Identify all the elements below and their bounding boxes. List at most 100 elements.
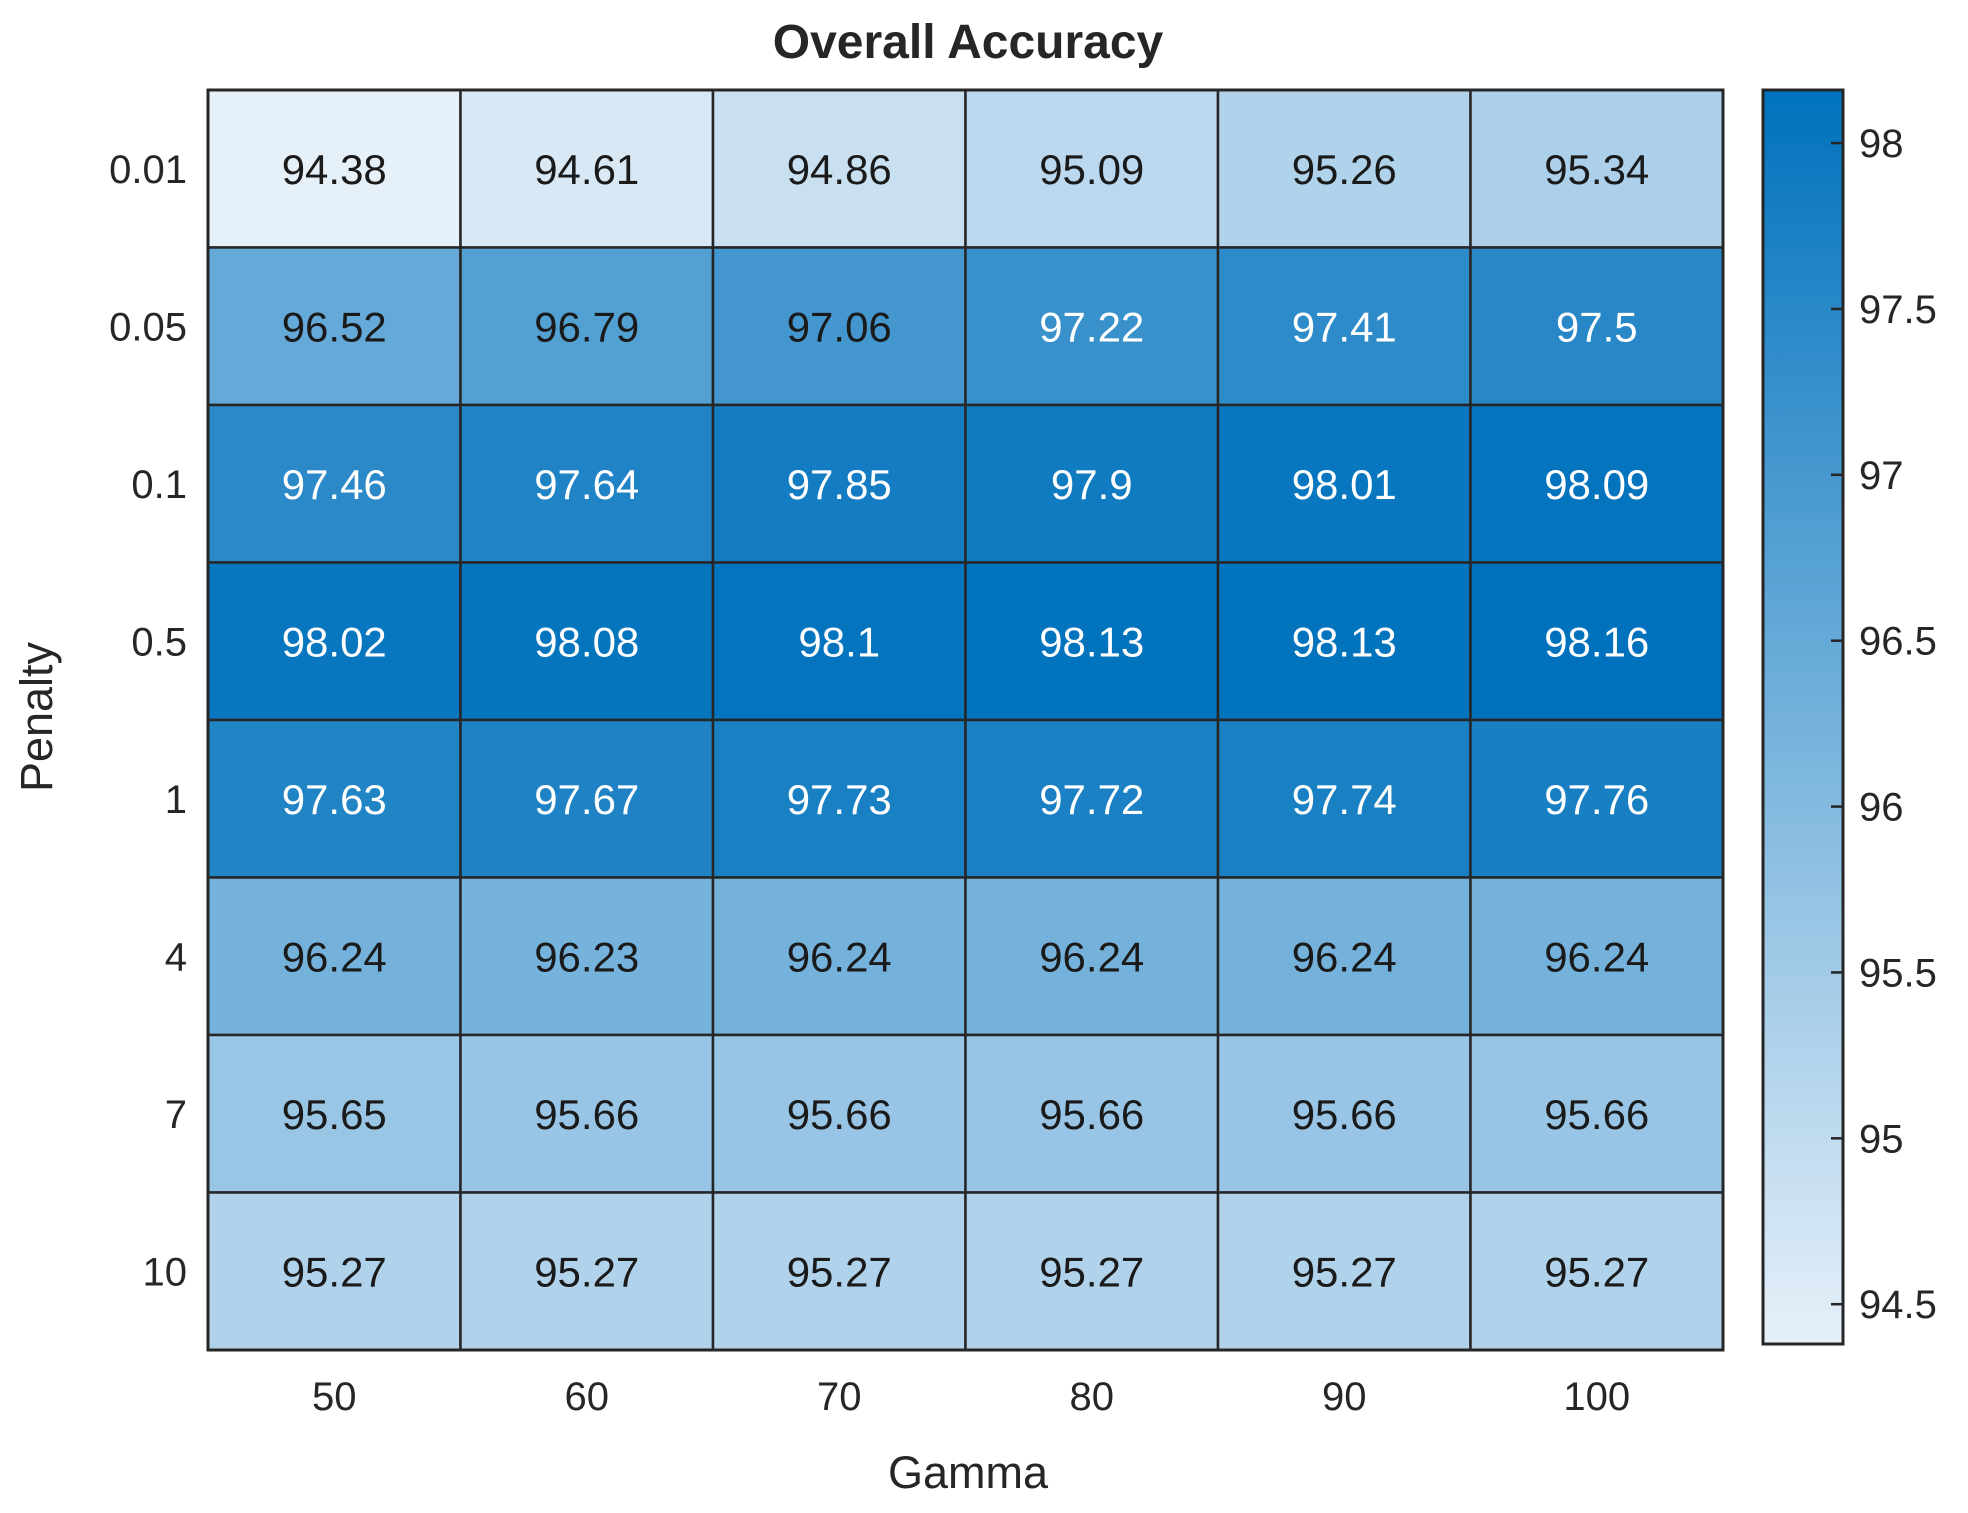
- heatmap-cell: [1216, 876, 1472, 1037]
- cell-value-label: 94.61: [534, 146, 639, 193]
- y-tick-labels: 0.01 0.05 0.1 0.5 1 4 7 10: [109, 148, 187, 1295]
- y-tick-label: 0.05: [109, 305, 187, 349]
- cell-value-label: 95.66: [534, 1091, 639, 1138]
- y-tick-label: 10: [143, 1250, 188, 1294]
- cell-value-label: 96.24: [787, 933, 892, 980]
- heatmap-cell: [459, 88, 715, 249]
- x-tick-label: 70: [817, 1375, 862, 1419]
- cell-value-label: 95.66: [787, 1091, 892, 1138]
- cell-value-label: 97.67: [534, 776, 639, 823]
- cell-value-label: 96.52: [282, 303, 387, 350]
- heatmap-cell: [964, 88, 1220, 249]
- heatmap-cell: [1216, 88, 1472, 249]
- heatmap-cell: [1216, 1191, 1472, 1352]
- cell-value-label: 96.24: [1039, 933, 1144, 980]
- cell-value-label: 98.13: [1039, 618, 1144, 665]
- heatmap-cell: [206, 1191, 462, 1352]
- y-axis-label: Penalty: [11, 641, 62, 792]
- heatmap-cell: [1216, 403, 1472, 564]
- cell-value-label: 95.27: [534, 1248, 639, 1295]
- heatmap-cell: [711, 718, 967, 879]
- colorbar-tick-label: 95.5: [1859, 951, 1937, 995]
- cell-value-label: 96.24: [282, 933, 387, 980]
- cell-value-label: 98.1: [798, 618, 880, 665]
- cell-value-label: 97.06: [787, 303, 892, 350]
- heatmap-cell: [964, 246, 1220, 407]
- cell-value-label: 95.27: [1544, 1248, 1649, 1295]
- cell-value-label: 95.34: [1544, 146, 1649, 193]
- cell-value-label: 98.13: [1292, 618, 1397, 665]
- heatmap-cell: [1469, 876, 1725, 1037]
- y-tick-label: 7: [165, 1093, 187, 1137]
- heatmap-cell: [459, 1033, 715, 1194]
- cell-value-label: 96.24: [1544, 933, 1649, 980]
- cell-value-label: 95.27: [282, 1248, 387, 1295]
- cell-value-label: 97.41: [1292, 303, 1397, 350]
- y-tick-label: 0.5: [131, 620, 187, 664]
- cell-value-label: 97.64: [534, 461, 639, 508]
- cell-value-label: 98.16: [1544, 618, 1649, 665]
- heatmap-cell: [206, 718, 462, 879]
- cell-value-label: 96.24: [1292, 933, 1397, 980]
- heatmap-cell: [711, 561, 967, 722]
- heatmap-cell: [459, 561, 715, 722]
- heatmap-cell: [206, 403, 462, 564]
- cell-value-label: 98.09: [1544, 461, 1649, 508]
- cell-value-label: 95.66: [1544, 1091, 1649, 1138]
- colorbar-tick-label: 97.5: [1859, 288, 1937, 332]
- x-tick-label: 100: [1563, 1375, 1630, 1419]
- x-tick-label: 60: [565, 1375, 610, 1419]
- cell-value-label: 95.27: [1039, 1248, 1144, 1295]
- heatmap-cell: [206, 88, 462, 249]
- x-tick-label: 90: [1322, 1375, 1367, 1419]
- cell-value-label: 96.79: [534, 303, 639, 350]
- colorbar-tick-label: 96.5: [1859, 620, 1937, 664]
- heatmap-cell: [459, 246, 715, 407]
- colorbar-tick-label: 95: [1859, 1117, 1904, 1161]
- heatmap-cell: [964, 1191, 1220, 1352]
- cell-value-label: 97.72: [1039, 776, 1144, 823]
- heatmap-cell: [1469, 1033, 1725, 1194]
- y-tick-label: 4: [165, 935, 187, 979]
- heatmap-cell: [206, 876, 462, 1037]
- heatmap-cell: [206, 1033, 462, 1194]
- y-tick-label: 0.01: [109, 148, 187, 192]
- cell-value-label: 98.01: [1292, 461, 1397, 508]
- heatmap-cell: [1469, 88, 1725, 249]
- cell-value-label: 97.74: [1292, 776, 1397, 823]
- cell-value-label: 98.08: [534, 618, 639, 665]
- heatmap-cells: 94.38 94.61 94.86 95.09 95.26 95.34 96.52 96.79…: [206, 88, 1725, 1352]
- heatmap-cell: [964, 561, 1220, 722]
- cell-value-label: 95.65: [282, 1091, 387, 1138]
- cell-value-label: 97.63: [282, 776, 387, 823]
- cell-value-label: 95.27: [1292, 1248, 1397, 1295]
- heatmap-cell: [1216, 561, 1472, 722]
- cell-value-label: 95.09: [1039, 146, 1144, 193]
- heatmap-cell: [459, 403, 715, 564]
- colorbar-tick-label: 94.5: [1859, 1283, 1937, 1327]
- cell-value-label: 95.66: [1039, 1091, 1144, 1138]
- cell-value-label: 97.5: [1556, 303, 1638, 350]
- cell-value-label: 97.22: [1039, 303, 1144, 350]
- colorbar-tick-label: 97: [1859, 454, 1904, 498]
- y-tick-label: 1: [165, 778, 187, 822]
- heatmap-cell: [1469, 403, 1725, 564]
- cell-value-label: 95.26: [1292, 146, 1397, 193]
- heatmap-cell: [711, 1033, 967, 1194]
- heatmap-border: [206, 88, 1725, 1352]
- heatmap-cell: [1469, 246, 1725, 407]
- y-tick-label: 0.1: [131, 463, 187, 507]
- cell-value-label: 94.38: [282, 146, 387, 193]
- heatmap-cell: [206, 561, 462, 722]
- colorbar-tick-label: 98: [1859, 122, 1904, 166]
- colorbar: 94.5 95 95.5 96 96.5 97 97.5 98: [1761, 88, 1937, 1346]
- colorbar-tick-label: 96: [1859, 786, 1904, 830]
- chart-title: Overall Accuracy: [773, 16, 1164, 69]
- heatmap-cell: [1469, 1191, 1725, 1352]
- heatmap-cell: [964, 403, 1220, 564]
- cell-value-label: 98.02: [282, 618, 387, 665]
- cell-value-label: 97.46: [282, 461, 387, 508]
- heatmap-cell: [1216, 718, 1472, 879]
- heatmap-cell: [711, 1191, 967, 1352]
